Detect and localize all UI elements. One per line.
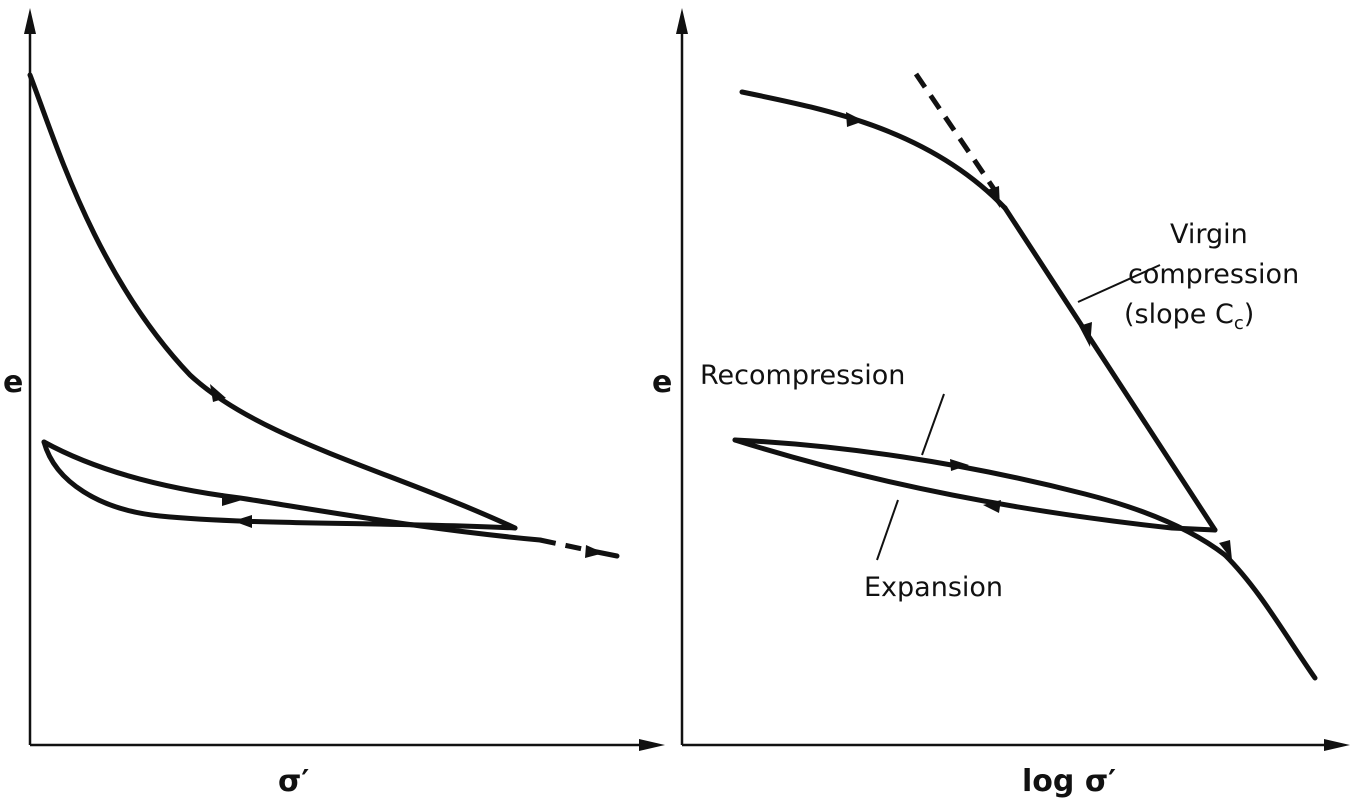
left-panel: e σ′	[3, 8, 665, 799]
right-virgin-compression-line	[1002, 205, 1218, 533]
left-continued-loading-dashed	[539, 537, 593, 554]
right-y-axis-arrowhead	[676, 8, 688, 34]
virgin-compression-label-line1: Virgin	[1170, 219, 1248, 250]
right-reload-end-direction-arrow	[1219, 540, 1232, 560]
right-recompression-direction-arrow	[950, 459, 969, 471]
left-end-direction-arrow	[585, 545, 604, 558]
virgin-compression-leader	[1077, 264, 1161, 303]
right-x-axis-label: log σ′	[1022, 764, 1116, 799]
left-y-axis-label: e	[3, 365, 23, 400]
right-unloading-expansion-curve	[732, 437, 1218, 533]
right-x-axis-arrowhead	[1324, 739, 1350, 751]
left-x-axis-arrowhead	[639, 739, 665, 751]
right-reloading-recompression-curve	[732, 437, 1228, 558]
right-tangent-direction-arrow	[987, 186, 1000, 208]
right-virgin-tangent-dashed	[913, 72, 999, 194]
recompression-label: Recompression	[700, 360, 905, 391]
left-y-axis-arrowhead	[24, 8, 36, 34]
expansion-label: Expansion	[864, 572, 1003, 603]
expansion-leader	[876, 499, 899, 561]
slope-subscript: c	[1234, 313, 1244, 334]
right-initial-loading-curve	[739, 89, 1008, 211]
left-unloading-curve	[41, 439, 518, 531]
virgin-compression-label-line3: (slope Cc)	[1124, 299, 1254, 334]
slope-suffix: )	[1244, 299, 1255, 330]
right-expansion-direction-arrow	[983, 500, 1001, 513]
left-reloading-curve	[41, 439, 543, 543]
right-initial-direction-arrow	[846, 112, 864, 127]
left-virgin-direction-arrow	[210, 384, 226, 402]
right-panel: e log σ′ Virgin compression (slope Cc) R…	[652, 8, 1350, 799]
right-y-axis-label: e	[652, 365, 672, 400]
recompression-leader	[921, 393, 945, 456]
virgin-compression-label-line2: compression	[1128, 259, 1299, 290]
slope-prefix: (slope C	[1124, 299, 1234, 330]
right-continued-virgin-line	[1222, 552, 1318, 681]
right-virgin-direction-arrow	[1079, 322, 1092, 347]
left-reload-direction-arrow	[222, 493, 242, 506]
left-unload-direction-arrow	[233, 515, 252, 528]
left-virgin-loading-curve	[27, 72, 518, 531]
left-x-axis-label: σ′	[278, 764, 309, 799]
